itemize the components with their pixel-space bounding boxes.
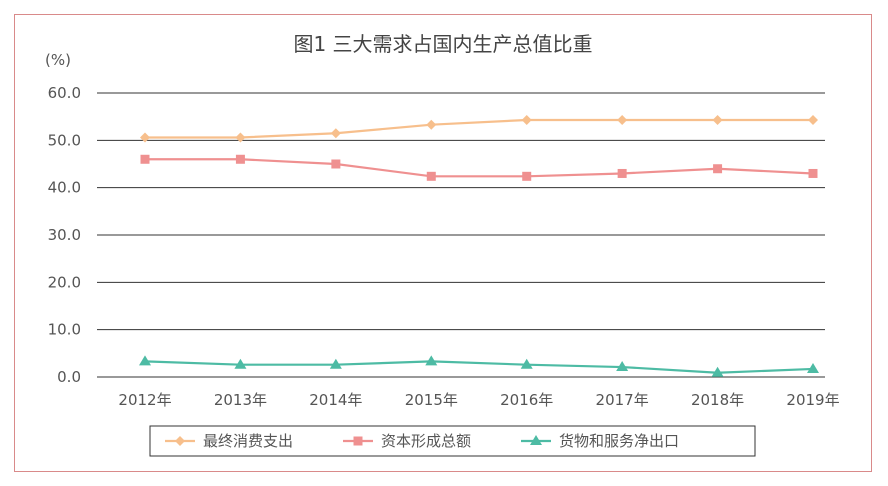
- series-line-1: [145, 118, 813, 139]
- chart-frame: 图1 三大需求占国内生产总值比重 (%) 0.0 10.0 20.0 30.0 40.0 50…: [14, 14, 872, 472]
- y-tick-label: 0.0: [57, 368, 81, 386]
- data-point: [617, 168, 627, 178]
- data-point: [140, 132, 150, 143]
- data-point: [426, 171, 436, 181]
- x-tick-label: 2019年: [786, 391, 839, 409]
- y-tick-label: 60.0: [48, 84, 81, 102]
- data-point: [808, 168, 818, 178]
- data-point: [712, 114, 723, 125]
- data-point: [807, 362, 819, 373]
- y-tick-label: 40.0: [48, 179, 81, 197]
- x-tick-label: 2017年: [596, 391, 649, 409]
- data-point: [521, 114, 532, 125]
- x-tick-label: 2018年: [691, 391, 744, 409]
- x-tick-label: 2015年: [405, 391, 458, 409]
- x-tick-label: 2016年: [500, 391, 553, 409]
- y-tick-label: 30.0: [48, 226, 81, 244]
- data-point: [713, 164, 723, 174]
- x-tick-label: 2013年: [214, 391, 267, 409]
- legend-box: [149, 425, 756, 457]
- x-tick-label: 2014年: [309, 391, 362, 409]
- data-point: [235, 154, 245, 164]
- data-point: [617, 114, 628, 125]
- legend-label: 最终消费支出: [203, 432, 293, 450]
- series-line-2: [145, 158, 814, 178]
- data-point: [234, 358, 247, 369]
- y-tick-label: 20.0: [48, 273, 81, 291]
- legend-label: 资本形成总额: [381, 432, 471, 450]
- data-point: [522, 171, 532, 181]
- y-tick-label: 10.0: [48, 321, 81, 339]
- x-tick-label: 2012年: [118, 391, 171, 409]
- data-point: [329, 358, 342, 369]
- legend-marker: [175, 436, 185, 446]
- legend-marker: [530, 435, 542, 445]
- data-point: [616, 361, 629, 372]
- legend-marker: [353, 436, 363, 446]
- y-tick-label: 50.0: [48, 131, 81, 149]
- y-axis-unit: (%): [45, 51, 71, 69]
- data-point: [520, 358, 533, 369]
- data-point: [425, 355, 438, 366]
- data-point: [139, 355, 151, 366]
- data-point: [235, 132, 246, 143]
- legend-label: 货物和服务净出口: [559, 432, 679, 450]
- data-point: [808, 114, 818, 125]
- data-point: [140, 154, 150, 164]
- data-point: [426, 119, 437, 130]
- chart-title: 图1 三大需求占国内生产总值比重: [293, 32, 592, 56]
- data-point: [331, 159, 341, 169]
- line-chart: 图1 三大需求占国内生产总值比重 (%) 0.0 10.0 20.0 30.0 40.0 50…: [45, 32, 840, 457]
- data-point: [330, 128, 341, 139]
- series-line-3: [144, 360, 814, 374]
- data-point: [711, 366, 724, 377]
